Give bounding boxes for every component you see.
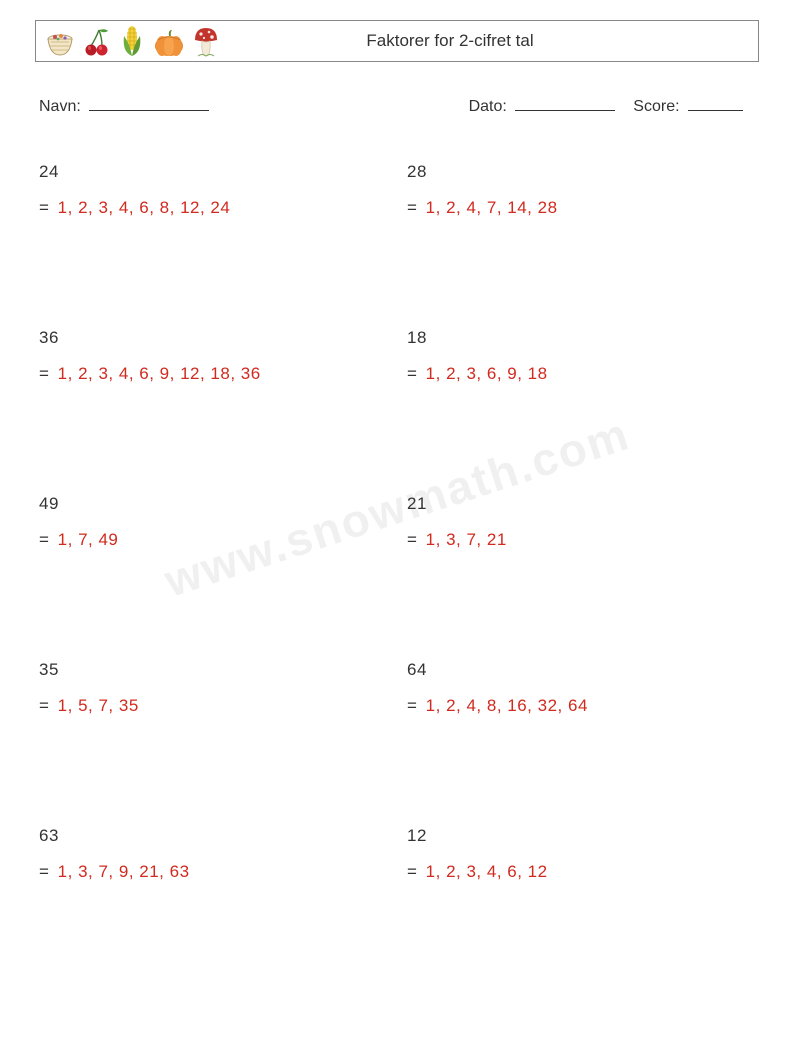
equals-sign: = [39,364,49,383]
equals-sign: = [407,364,417,383]
problem-answer: = 1, 3, 7, 9, 21, 63 [39,862,387,882]
problem-number: 64 [407,660,755,680]
problem-number: 63 [39,826,387,846]
problem-number: 36 [39,328,387,348]
factor-list: 1, 2, 3, 4, 6, 9, 12, 18, 36 [58,364,261,383]
equals-sign: = [407,862,417,881]
problem: 35 = 1, 5, 7, 35 [39,660,387,716]
factor-list: 1, 7, 49 [58,530,119,549]
problem-answer: = 1, 2, 3, 4, 6, 8, 12, 24 [39,198,387,218]
problem: 63 = 1, 3, 7, 9, 21, 63 [39,826,387,882]
problem: 64 = 1, 2, 4, 8, 16, 32, 64 [407,660,755,716]
problem: 12 = 1, 2, 3, 4, 6, 12 [407,826,755,882]
factor-list: 1, 2, 3, 4, 6, 12 [426,862,548,881]
factor-list: 1, 2, 3, 6, 9, 18 [426,364,548,383]
factor-list: 1, 3, 7, 21 [426,530,507,549]
problem: 18 = 1, 2, 3, 6, 9, 18 [407,328,755,384]
problem: 36 = 1, 2, 3, 4, 6, 9, 12, 18, 36 [39,328,387,384]
equals-sign: = [39,696,49,715]
meta-row: Navn: Dato: Score: [35,94,759,116]
score-field: Score: [633,94,743,116]
problem-number: 12 [407,826,755,846]
problem-answer: = 1, 2, 3, 4, 6, 12 [407,862,755,882]
equals-sign: = [407,198,417,217]
problem-answer: = 1, 2, 4, 8, 16, 32, 64 [407,696,755,716]
cherries-icon [82,26,112,58]
corn-icon [118,24,146,58]
mushroom-icon [192,26,220,58]
problem-answer: = 1, 2, 4, 7, 14, 28 [407,198,755,218]
problem-number: 28 [407,162,755,182]
worksheet-title: Faktorer for 2-cifret tal [220,31,750,51]
name-label: Navn: [39,98,81,115]
name-blank [89,94,209,111]
problems-grid: 24 = 1, 2, 3, 4, 6, 8, 12, 24 28 = 1, 2,… [35,162,759,882]
problem-answer: = 1, 7, 49 [39,530,387,550]
problem-number: 18 [407,328,755,348]
header-bar: Faktorer for 2-cifret tal [35,20,759,62]
factor-list: 1, 2, 3, 4, 6, 8, 12, 24 [58,198,231,217]
problem-number: 24 [39,162,387,182]
problem: 24 = 1, 2, 3, 4, 6, 8, 12, 24 [39,162,387,218]
equals-sign: = [39,862,49,881]
equals-sign: = [407,696,417,715]
problem: 21 = 1, 3, 7, 21 [407,494,755,550]
problem: 28 = 1, 2, 4, 7, 14, 28 [407,162,755,218]
basket-icon [44,28,76,58]
score-blank [688,94,743,111]
date-label: Dato: [469,98,507,115]
worksheet-page: Faktorer for 2-cifret tal Navn: Dato: Sc… [0,0,794,1053]
date-blank [515,94,615,111]
problem-number: 21 [407,494,755,514]
problem-answer: = 1, 5, 7, 35 [39,696,387,716]
score-label: Score: [633,98,679,115]
header-icon-row [44,24,220,58]
equals-sign: = [39,198,49,217]
problem: 49 = 1, 7, 49 [39,494,387,550]
problem-answer: = 1, 2, 3, 6, 9, 18 [407,364,755,384]
equals-sign: = [39,530,49,549]
problem-number: 49 [39,494,387,514]
pumpkin-icon [152,28,186,58]
equals-sign: = [407,530,417,549]
problem-number: 35 [39,660,387,680]
problem-answer: = 1, 3, 7, 21 [407,530,755,550]
problem-answer: = 1, 2, 3, 4, 6, 9, 12, 18, 36 [39,364,387,384]
factor-list: 1, 5, 7, 35 [58,696,139,715]
name-field: Navn: [39,94,469,116]
factor-list: 1, 2, 4, 8, 16, 32, 64 [426,696,588,715]
factor-list: 1, 3, 7, 9, 21, 63 [58,862,190,881]
factor-list: 1, 2, 4, 7, 14, 28 [426,198,558,217]
date-field: Dato: [469,94,616,116]
